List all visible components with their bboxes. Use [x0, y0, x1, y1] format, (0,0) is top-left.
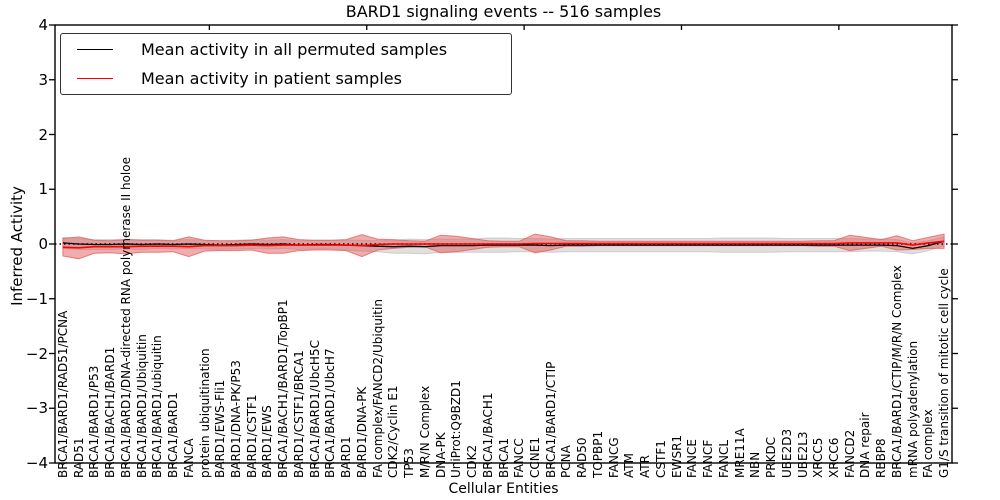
x-tick-label: BRCA1 [496, 437, 511, 478]
x-tick-label: PCNA [559, 445, 574, 478]
x-tick-label: BRCA1/BACH1/BARD1/TopBP1 [276, 299, 291, 478]
legend-label-patient: Mean activity in patient samples [141, 68, 402, 88]
x-tick-label: NBN [748, 451, 763, 478]
x-axis-label: Cellular Entities [448, 481, 559, 497]
x-tick-label: FANCL [716, 439, 731, 478]
x-tick-label: protein ubiquitination [197, 348, 212, 478]
x-tick-label: BRCA1/BARD1/DNA-directed RNA polymerase … [118, 157, 133, 478]
x-tick-label: CDK2 [465, 444, 480, 478]
x-tick-label: FANCE [685, 439, 700, 478]
permuted-mean-line [62, 240, 945, 250]
x-tick-label: FANCG [606, 437, 621, 478]
x-tick-label: BRCA1/BACH1/BARD1 [103, 346, 118, 478]
x-tick-label: BRCA1/BARD1/P53 [87, 365, 102, 478]
x-tick-label: BARD1/EWS-Fli1 [213, 379, 228, 478]
x-tick-label: BRCA1/BARD1/CTIP/M/R/N Complex [889, 265, 904, 478]
legend-label-permuted: Mean activity in all permuted samples [141, 40, 448, 60]
x-tick-label: UBE2L3 [795, 431, 810, 478]
x-tick-label: MRE11A [732, 428, 747, 478]
x-tick-label: BRCA1/BARD1/UbcH5C [307, 340, 322, 478]
legend-item-patient: Mean activity in patient samples [61, 65, 511, 91]
x-tick-label: FA complex/FANCD2/Ubiquitin [370, 299, 385, 478]
x-tick-label: EWSR1 [669, 434, 684, 478]
x-tick-label: ATR [638, 455, 653, 478]
x-tick-label: FANCF [701, 439, 716, 478]
x-tick-label: CDK2/Cyclin E1 [386, 385, 401, 478]
x-tick-label: XRCC5 [811, 437, 826, 478]
x-tick-label: mRNA polyadenylation [905, 340, 920, 478]
x-tick-label: RAD50 [575, 437, 590, 478]
x-tick-label: BARD1 [339, 436, 354, 478]
x-tick-label: TOPBP1 [590, 430, 605, 478]
legend-item-permuted: Mean activity in all permuted samples [61, 37, 511, 63]
x-tick-label: BRCA1/BARD1/ubiquitin [150, 335, 165, 478]
permuted-line-swatch [77, 49, 113, 51]
x-tick-label: PRKDC [764, 436, 779, 478]
y-tick-label: −4 [25, 454, 48, 472]
x-tick-label: UniProt:Q9BZD1 [449, 380, 464, 478]
x-tick-label: FANCC [512, 438, 527, 478]
x-tick-label: BARD1/CSTF1/BRCA1 [291, 350, 306, 478]
x-tick-label: BRCA1/BARD1 [166, 392, 181, 478]
x-tick-label: FA complex [921, 409, 936, 478]
y-tick-label: 2 [38, 125, 48, 144]
x-tick-label: BARD1/DNA-PK [354, 386, 369, 478]
x-tick-label: BARD1/CSTF1 [244, 394, 259, 478]
y-tick-label: 4 [38, 16, 48, 34]
y-tick-label: −3 [25, 399, 48, 418]
chart-title: BARD1 signaling events -- 516 samples [345, 2, 662, 21]
y-tick-label: −2 [25, 344, 48, 363]
x-tick-label: BARD1/EWS [260, 405, 275, 478]
x-tick-label: XRCC6 [826, 437, 841, 478]
x-tick-label: ATM [622, 453, 637, 478]
x-tick-label: DNA repair [858, 412, 873, 478]
x-tick-label: BRCA1/BARD1/RAD51/PCNA [55, 310, 70, 478]
x-tick-label: CSTF1 [653, 440, 668, 478]
patient-band [62, 233, 945, 260]
x-tick-label: FANCA [181, 438, 196, 478]
x-tick-label: DNA-PK [433, 432, 448, 478]
x-tick-label: BRCA1/BARD1/CTIP [543, 361, 558, 478]
y-tick-label: 3 [38, 70, 48, 89]
x-tick-label: RAD51 [71, 437, 86, 478]
x-tick-label: TP53 [402, 448, 417, 478]
y-tick-label: 1 [38, 180, 48, 199]
y-tick-label: −1 [25, 289, 48, 308]
x-tick-label: RBBP8 [874, 438, 889, 478]
x-tick-label: G1/S transition of mitotic cell cycle [937, 268, 952, 478]
y-tick-label: 0 [38, 235, 48, 253]
patient-mean-line [62, 240, 945, 249]
x-tick-label: UBE2D3 [779, 428, 794, 478]
x-tick-label: BRCA1/BACH1 [480, 392, 495, 478]
x-tick-label: BRCA1/BARD1/UbcH7 [323, 348, 338, 478]
x-tick-label: BARD1/DNA-PK/P53 [228, 360, 243, 478]
x-tick-label: CCNE1 [527, 437, 542, 478]
x-tick-label: M/R/N Complex [417, 385, 432, 478]
legend: Mean activity in all permuted samples Me… [60, 33, 512, 95]
x-tick-label: BRCA1/BARD1/Ubiquitin [134, 334, 149, 478]
x-tick-label: FANCD2 [842, 429, 857, 478]
patient-line-swatch [77, 77, 113, 79]
